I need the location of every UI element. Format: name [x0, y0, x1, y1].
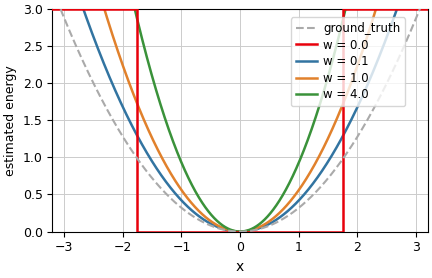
Line: w = 1.0: w = 1.0 — [35, 0, 432, 232]
Legend: ground_truth, w = 0.0, w = 0.1, w = 1.0, w = 4.0: ground_truth, w = 0.0, w = 0.1, w = 1.0,… — [291, 17, 405, 106]
w = 1.0 — [205, 217, 210, 220]
w = 0.0 — [340, 230, 345, 233]
w = 0.1 — [238, 230, 243, 233]
w = 1.0 — [208, 219, 213, 223]
ground_truth — [205, 222, 210, 226]
Line: w = 0.0: w = 0.0 — [35, 9, 432, 232]
ground_truth — [330, 170, 336, 173]
X-axis label: x: x — [236, 260, 244, 274]
w = 1.0 — [227, 229, 232, 232]
w = 4.0 — [238, 230, 243, 233]
ground_truth — [227, 229, 232, 232]
w = 0.0 — [340, 8, 345, 11]
Y-axis label: estimated energy: estimated energy — [4, 65, 17, 176]
w = 0.1 — [330, 152, 336, 155]
Line: ground_truth: ground_truth — [35, 0, 432, 232]
w = 0.0 — [135, 8, 140, 11]
ground_truth — [238, 230, 243, 233]
w = 0.1 — [205, 220, 210, 224]
w = 0.0 — [32, 8, 38, 11]
w = 4.0 — [205, 208, 210, 212]
w = 0.1 — [227, 229, 232, 232]
w = 1.0 — [238, 230, 243, 233]
w = 4.0 — [208, 212, 213, 216]
w = 0.0 — [135, 230, 140, 233]
w = 4.0 — [330, 56, 336, 60]
w = 4.0 — [227, 228, 232, 231]
Line: w = 0.1: w = 0.1 — [35, 0, 432, 232]
ground_truth — [208, 224, 213, 227]
ground_truth — [410, 25, 415, 28]
Line: w = 4.0: w = 4.0 — [35, 0, 432, 232]
w = 0.1 — [208, 222, 213, 225]
w = 1.0 — [330, 125, 336, 129]
